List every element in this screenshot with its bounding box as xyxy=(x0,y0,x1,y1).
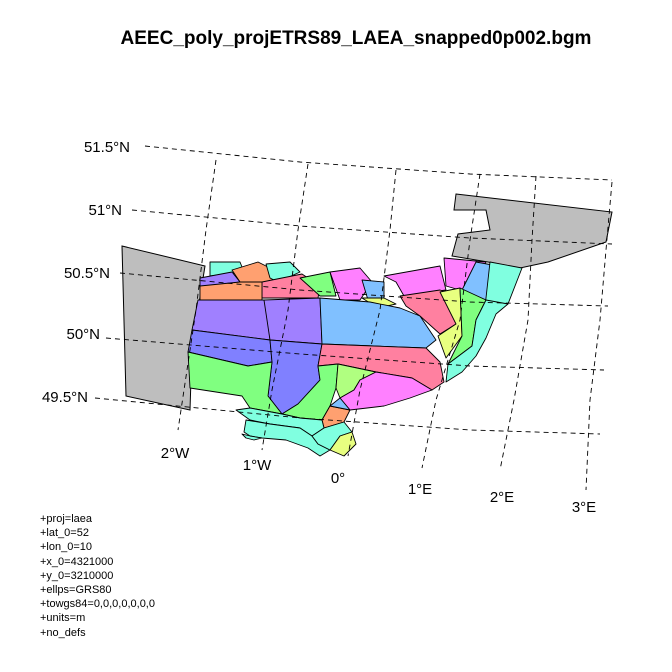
meridian-0 xyxy=(347,169,397,457)
area-sw-tip xyxy=(241,433,263,441)
area-s-yellow xyxy=(329,431,357,457)
parallel-49-5 xyxy=(94,397,601,435)
meridian-2w xyxy=(177,159,217,431)
lon-label-2e: 2°E xyxy=(490,489,514,506)
lat-label-49-5: 49.5°N xyxy=(42,389,88,406)
graticule xyxy=(94,145,613,491)
meridian-3e xyxy=(585,181,613,491)
lon-label-3e: 3°E xyxy=(572,499,596,516)
proj-line: +proj=laea xyxy=(40,513,92,525)
meridian-2e xyxy=(499,175,537,471)
parallel-51-5 xyxy=(144,145,613,181)
lon-label-1w: 1°W xyxy=(243,457,272,474)
projection-info: +proj=laea +lat_0=52 +lon_0=10 +x_0=4321… xyxy=(40,512,155,640)
lon-label-1e: 1°E xyxy=(408,481,432,498)
proj-line: +lat_0=52 xyxy=(40,527,89,540)
longitude-labels: 2°W 1°W 0° 1°E 2°E 3°E xyxy=(161,445,596,516)
lon-label-0: 0° xyxy=(331,470,345,487)
lat-label-50: 50°N xyxy=(66,326,100,343)
lat-label-51-5: 51.5°N xyxy=(84,139,130,156)
lat-label-50-5: 50.5°N xyxy=(64,265,110,282)
parallel-50 xyxy=(105,337,605,371)
area-s-magenta xyxy=(339,371,433,411)
land-masses xyxy=(121,193,613,411)
area-n-green-small xyxy=(299,271,337,297)
area-c-violet xyxy=(263,297,323,345)
land-east xyxy=(451,193,613,269)
proj-line: +lon_0=10 xyxy=(40,541,92,554)
proj-line: +towgs84=0,0,0,0,0,0,0 xyxy=(40,598,155,611)
sea-areas xyxy=(187,257,523,457)
meridian-1e xyxy=(421,173,481,469)
lat-label-51: 51°N xyxy=(88,202,122,219)
latitude-labels: 51.5°N 51°N 50.5°N 50°N 49.5°N xyxy=(42,139,130,406)
map-title: AEEC_poly_projETRS89_LAEA_snapped0p002.b… xyxy=(120,28,592,49)
area-ne-blue-small xyxy=(361,279,385,301)
area-e-cyan xyxy=(445,299,509,383)
proj-line: +units=m xyxy=(40,612,86,625)
proj-line: +y_0=3210000 xyxy=(40,569,114,582)
lon-label-2w: 2°W xyxy=(161,445,190,462)
parallel-51 xyxy=(131,209,613,245)
parallel-50-5 xyxy=(119,272,609,307)
proj-line: +ellps=GRS80 xyxy=(40,584,112,597)
area-s-sky xyxy=(329,397,351,411)
proj-line: +no_defs xyxy=(40,626,86,639)
proj-line: +x_0=4321000 xyxy=(40,555,114,568)
area-n-orange xyxy=(199,281,263,301)
meridian-1w xyxy=(261,163,309,451)
